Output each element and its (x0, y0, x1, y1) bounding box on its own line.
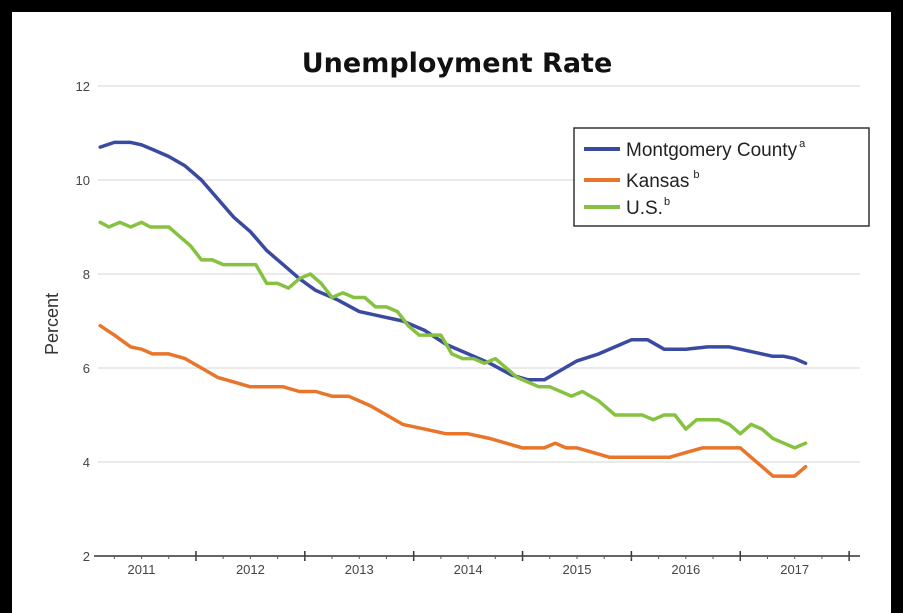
x-tick-label: 2012 (236, 562, 265, 577)
x-tick-label: 2015 (563, 562, 592, 577)
series-line-montgomery-county (98, 140, 808, 382)
x-tick-label: 2014 (454, 562, 483, 577)
legend-name-kansas: Kansas (626, 171, 689, 192)
legend-label-kansas: Kansas b (626, 169, 700, 192)
legend-name-us: U.S. (626, 198, 663, 219)
legend-name-montgomery-county: Montgomery County (626, 140, 798, 161)
x-tick-label: 2011 (128, 562, 156, 577)
legend-box (573, 127, 870, 227)
y-tick-label: 8 (83, 267, 90, 282)
series-lines (98, 140, 808, 478)
series-line-kansas (98, 323, 808, 478)
y-tick-label: 2 (83, 549, 90, 564)
legend-sup-kansas: b (693, 169, 699, 181)
chart-panel: Unemployment Rate Percent 2 4 6 8 10 12 2011 20… (12, 12, 891, 613)
y-tick-label: 12 (76, 79, 90, 94)
y-tick-label: 6 (83, 361, 90, 376)
legend-sup-montgomery-county: a (799, 138, 806, 150)
x-tick-label: 2016 (671, 562, 700, 577)
chart-title: Unemployment Rate (302, 48, 613, 79)
legend: Montgomery County a Kansas b U.S.b (573, 127, 870, 227)
axes: 2 4 6 8 10 12 2011 2012 2013 2014 2015 2016 2017 (76, 79, 860, 577)
y-tick-label: 4 (83, 455, 90, 470)
y-axis-label: Percent (42, 293, 62, 355)
legend-label-montgomery-county: Montgomery County a (626, 138, 806, 161)
legend-label-us: U.S.b (626, 196, 670, 219)
line-chart: Unemployment Rate Percent 2 4 6 8 10 12 2011 20… (42, 48, 870, 577)
series-line-u-s (98, 220, 808, 450)
y-tick-label: 10 (76, 173, 90, 188)
legend-sup-us: b (664, 196, 670, 208)
x-tick-label: 2017 (780, 562, 809, 577)
x-tick-label: 2013 (345, 562, 374, 577)
